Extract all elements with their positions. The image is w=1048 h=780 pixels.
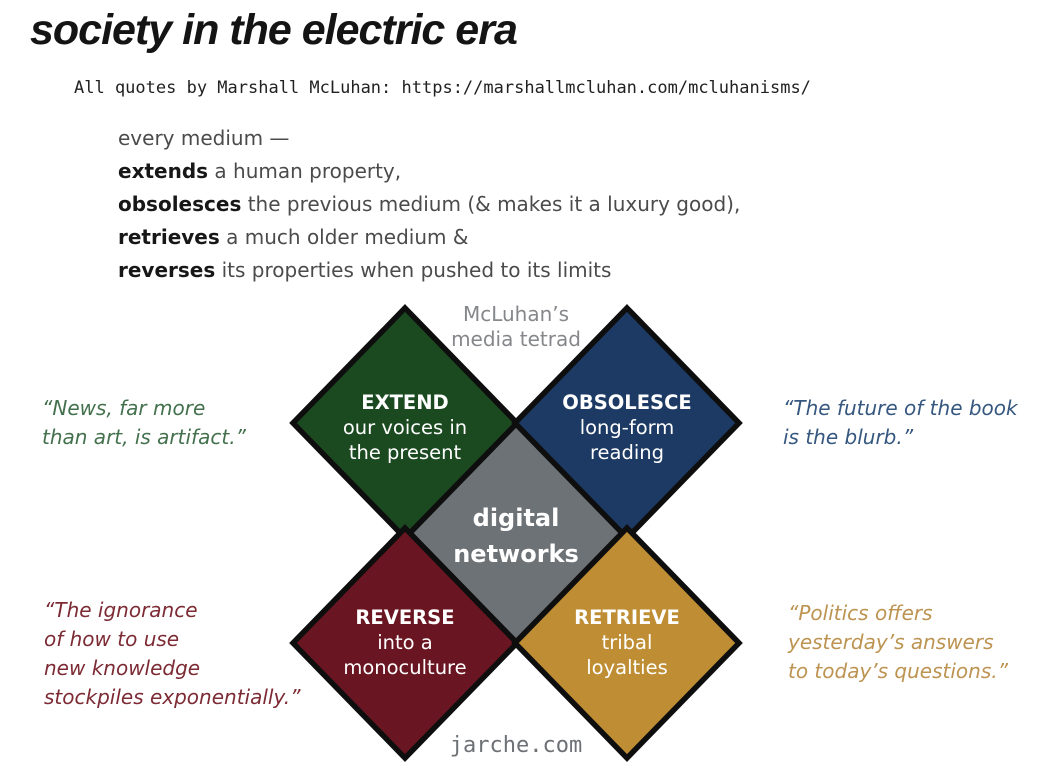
reverse-quote: “The ignorance of how to use new knowled… [44, 598, 301, 709]
extend-label: EXTEND our voices in the present [342, 391, 468, 464]
diagram-caption: McLuhan’s media tetrad [451, 302, 581, 351]
tetrad-definition-block: every medium — extends a human property,… [118, 122, 740, 287]
obsolesce-label: OBSOLESCE long-form reading [562, 391, 692, 464]
center-label: digital networks [453, 504, 579, 568]
extend-quote: “News, far more than art, is artifact.” [42, 396, 246, 449]
retrieve-label: RETRIEVE tribal loyalties [574, 606, 680, 679]
retrieve-quote: “Politics offers yesterday’s answers to … [788, 601, 1008, 683]
reverse-label: REVERSE into a monoculture [343, 606, 467, 679]
intro-line: reverses its properties when pushed to i… [118, 258, 612, 282]
intro-line: every medium — [118, 126, 290, 150]
intro-line: extends a human property, [118, 159, 402, 183]
intro-line: obsolesces the previous medium (& makes … [118, 192, 741, 216]
reverse-diamond [289, 524, 521, 762]
page-title: society in the electric era [30, 6, 518, 54]
intro-line: retrieves a much older medium & [118, 225, 469, 249]
obsolesce-quote: “The future of the book is the blurb.” [783, 396, 1018, 449]
site-credit: jarche.com [449, 733, 583, 758]
attribution-line: All quotes by Marshall McLuhan: https://… [74, 78, 811, 98]
retrieve-diamond [511, 524, 743, 762]
